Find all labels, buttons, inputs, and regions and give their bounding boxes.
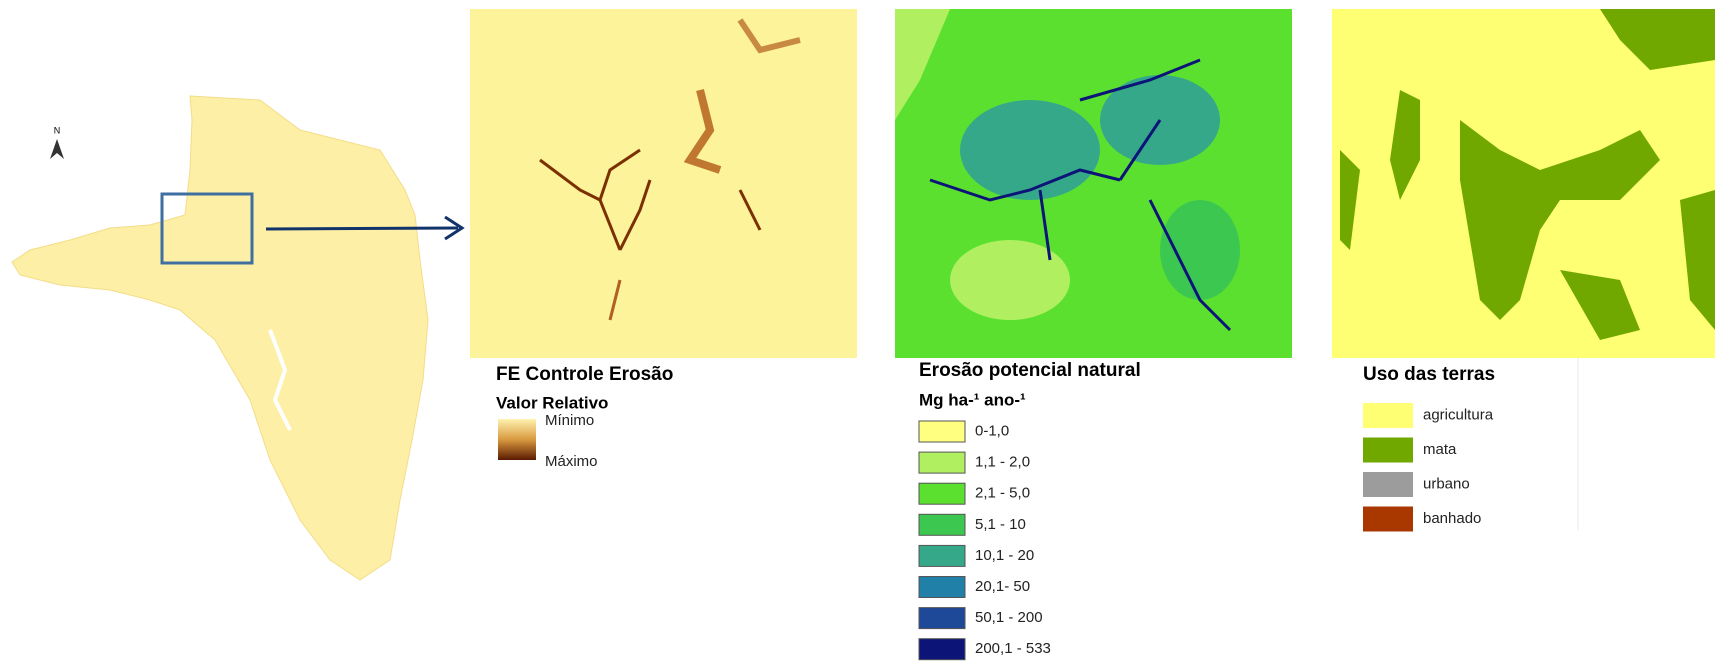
legend: agricultura mata urbano banhado [1363,403,1494,532]
map-panel [470,9,857,358]
legend-swatch [919,545,965,566]
figure: N FE Controle Erosão Valor Relativo Míni… [0,0,1715,663]
legend-label: 50,1 - 200 [975,609,1043,626]
legend-label: mata [1423,441,1457,458]
north-arrow [50,139,64,159]
legend-swatch [1363,472,1413,497]
zone [960,100,1100,200]
legend-label: agricultura [1423,406,1494,423]
gradient-bar [498,419,536,460]
page: N FE Controle Erosão Valor Relativo Míni… [0,0,1715,663]
legend-label: 20,1- 50 [975,578,1030,595]
legend-label: 2,1 - 5,0 [975,485,1030,502]
legend-swatch [919,514,965,535]
legend-label: 10,1 - 20 [975,547,1034,564]
panel-subtitle: Valor Relativo [496,393,608,412]
panel-unit: Mg ha-¹ ano-¹ [919,390,1026,409]
legend-label: urbano [1423,475,1470,492]
arrow [266,228,458,229]
panel-title: Erosão potencial natural [919,360,1141,381]
region-map [12,96,428,580]
legend-swatch [919,452,965,473]
legend: 0-1,0 1,1 - 2,0 2,1 - 5,0 5,1 - 10 10,1 - 20… [919,421,1051,660]
legend-swatch [919,608,965,629]
legend-label: 0-1,0 [975,422,1009,439]
zone [1160,200,1240,300]
panel-title: Uso das terras [1363,364,1495,385]
legend-swatch [1363,438,1413,463]
map-panel [895,9,1292,358]
legend-swatch [919,577,965,598]
legend-swatch [1363,507,1413,532]
legend-label: 200,1 - 533 [975,640,1051,657]
legend-label: 1,1 - 2,0 [975,454,1030,471]
zone [950,240,1070,320]
legend-swatch [919,483,965,504]
panel-title: FE Controle Erosão [496,364,673,385]
legend-swatch [919,639,965,660]
legend-label: banhado [1423,510,1481,527]
legend-swatch [1363,403,1413,428]
legend-label: Máximo [545,453,598,470]
legend-label: Mínimo [545,412,594,429]
legend-swatch [919,421,965,442]
north-label: N [54,125,61,135]
legend-label: 5,1 - 10 [975,516,1026,533]
